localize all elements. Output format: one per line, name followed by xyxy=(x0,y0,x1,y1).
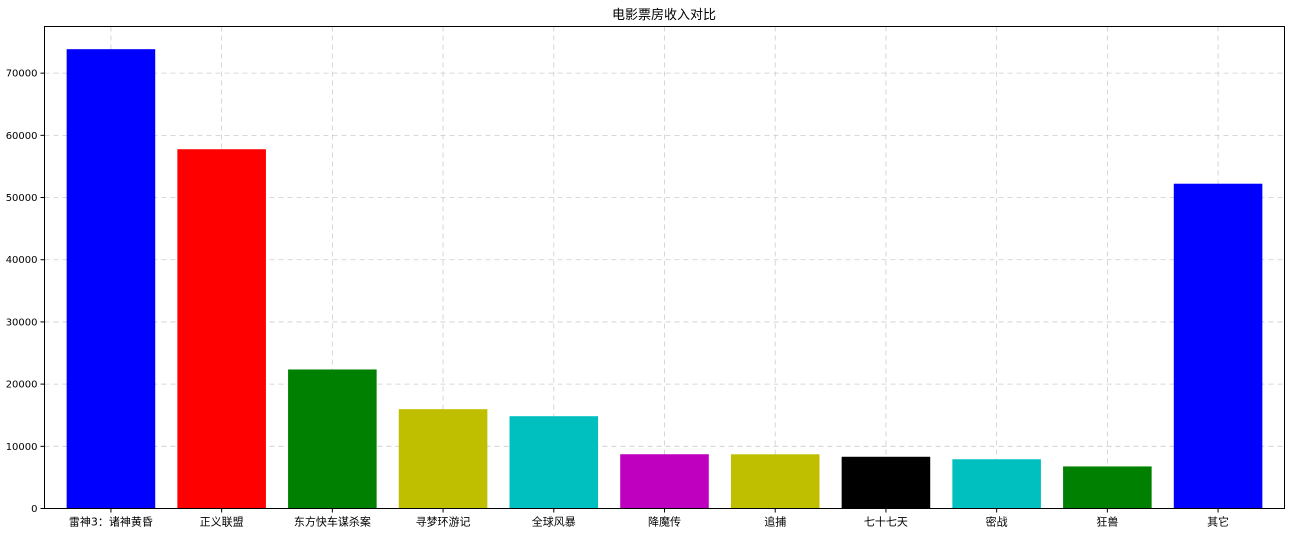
axis-layer: 0 10000 20000 30000 40000 50000 60000 70000 雷神3：… xyxy=(6,69,1229,529)
bar-2 xyxy=(288,369,377,509)
y-tick-label: 40000 xyxy=(6,255,38,266)
y-tick-label: 30000 xyxy=(6,317,38,328)
y-tick-label: 10000 xyxy=(6,442,38,453)
x-tick-label: 全球风暴 xyxy=(532,515,576,529)
bar-7 xyxy=(841,456,931,509)
x-tick-label: 雷神3：诸神黄昏 xyxy=(69,515,153,529)
bars-layer xyxy=(66,49,1263,509)
bar-6 xyxy=(730,454,820,509)
x-tick-label: 其它 xyxy=(1207,515,1229,529)
plot-frame xyxy=(44,26,1285,509)
y-tick-label: 0 xyxy=(31,504,37,515)
x-tick-label: 追捕 xyxy=(764,515,786,529)
x-tick-label: 东方快车谋杀案 xyxy=(294,515,371,529)
x-tick-label: 正义联盟 xyxy=(200,516,244,529)
y-tick-label: 60000 xyxy=(6,131,38,142)
x-tick-label: 七十七天 xyxy=(864,515,908,529)
bar-9 xyxy=(1063,466,1152,509)
bar-0 xyxy=(66,49,156,509)
bar-8 xyxy=(952,459,1041,509)
y-tick-label: 70000 xyxy=(6,69,38,80)
x-tick-label: 密战 xyxy=(986,515,1008,529)
bar-5 xyxy=(620,454,709,509)
bar-4 xyxy=(509,416,599,509)
y-tick-label: 20000 xyxy=(6,380,38,391)
chart-title: 电影票房收入对比 xyxy=(612,7,716,23)
bar-10 xyxy=(1173,183,1263,509)
bar-1 xyxy=(177,149,266,509)
x-tick-label: 狂兽 xyxy=(1096,515,1118,529)
bar-3 xyxy=(398,409,488,509)
x-tick-label: 降魔传 xyxy=(648,515,681,529)
x-tick-label: 寻梦环游记 xyxy=(416,516,471,529)
y-tick-label: 50000 xyxy=(6,193,38,204)
